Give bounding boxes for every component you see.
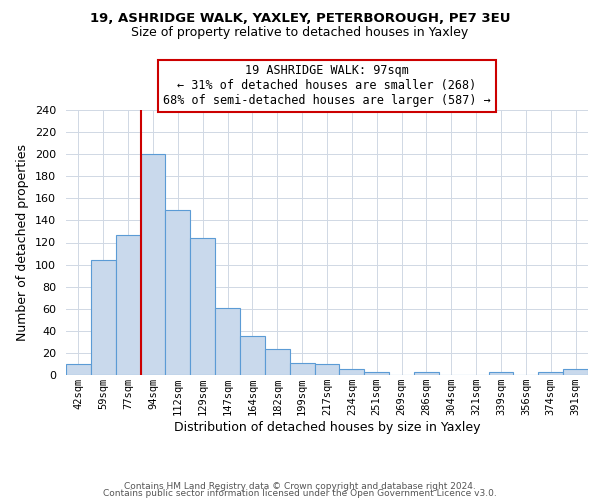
Bar: [166, 210, 190, 375]
Bar: [240, 336, 265, 375]
Y-axis label: Number of detached properties: Number of detached properties: [16, 144, 29, 341]
Text: 19 ASHRIDGE WALK: 97sqm
← 31% of detached houses are smaller (268)
68% of semi-d: 19 ASHRIDGE WALK: 97sqm ← 31% of detache…: [163, 64, 491, 108]
Bar: [340, 370, 364, 375]
Bar: [314, 364, 340, 375]
Bar: [538, 372, 563, 375]
Bar: [563, 370, 588, 375]
Text: Size of property relative to detached houses in Yaxley: Size of property relative to detached ho…: [131, 26, 469, 39]
Bar: [116, 235, 140, 375]
Text: Contains HM Land Registry data © Crown copyright and database right 2024.: Contains HM Land Registry data © Crown c…: [124, 482, 476, 491]
Text: 19, ASHRIDGE WALK, YAXLEY, PETERBOROUGH, PE7 3EU: 19, ASHRIDGE WALK, YAXLEY, PETERBOROUGH,…: [90, 12, 510, 26]
Bar: [290, 363, 314, 375]
Bar: [364, 372, 389, 375]
Bar: [140, 154, 166, 375]
Bar: [414, 372, 439, 375]
Bar: [190, 238, 215, 375]
Text: Contains public sector information licensed under the Open Government Licence v3: Contains public sector information licen…: [103, 490, 497, 498]
X-axis label: Distribution of detached houses by size in Yaxley: Distribution of detached houses by size …: [174, 421, 480, 434]
Bar: [66, 364, 91, 375]
Bar: [215, 308, 240, 375]
Bar: [488, 372, 514, 375]
Bar: [265, 348, 290, 375]
Bar: [91, 260, 116, 375]
